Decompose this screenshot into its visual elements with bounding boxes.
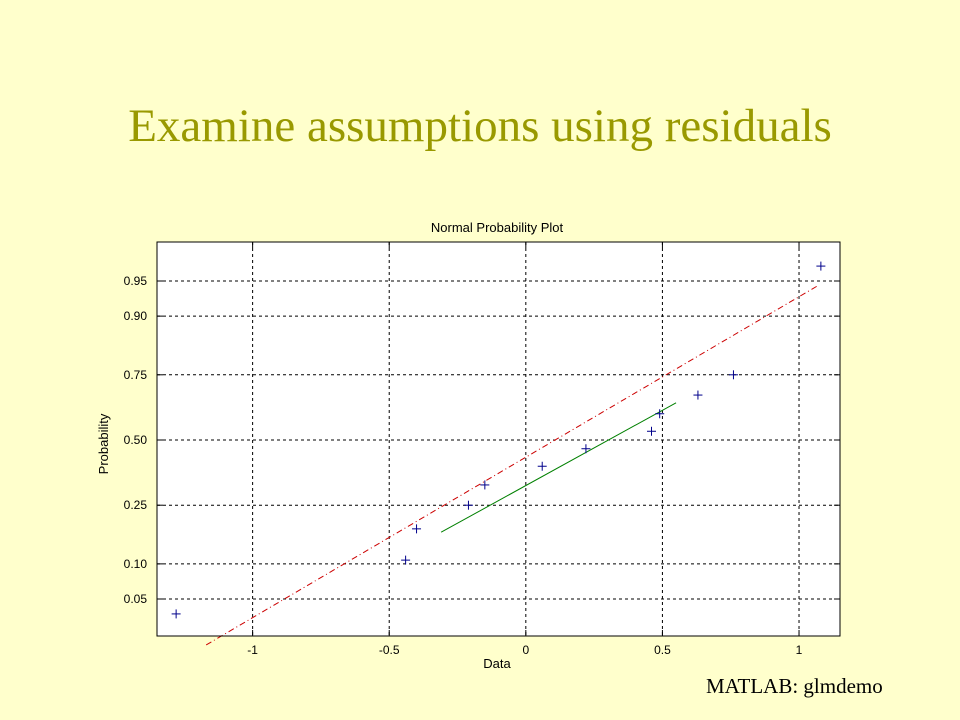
x-axis-label: Data <box>483 656 511 671</box>
tick-layer: -1 -0.5 0 0.5 1 0.05 0.10 0.25 0.50 0.75 0.90 0.95 <box>124 242 840 657</box>
plot-frame <box>156 241 841 637</box>
y-tick-label: 0.50 <box>124 433 148 447</box>
y-tick-label: 0.90 <box>124 309 148 323</box>
point-layer <box>171 261 826 619</box>
line-layer <box>205 285 819 646</box>
y-axis-label: Probability <box>96 413 111 474</box>
data-point <box>646 426 656 436</box>
data-point <box>581 444 591 454</box>
y-tick-label: 0.75 <box>124 368 148 382</box>
x-tick-label: 0 <box>522 643 529 657</box>
data-point <box>401 555 411 565</box>
reference-line <box>205 285 819 646</box>
plot-area <box>157 242 840 636</box>
data-point <box>728 370 738 380</box>
caption: MATLAB: glmdemo <box>706 674 883 698</box>
y-tick-label: 0.95 <box>124 274 148 288</box>
data-point <box>537 461 547 471</box>
x-tick-label: 1 <box>796 643 803 657</box>
y-tick-label: 0.05 <box>124 592 148 606</box>
chart-title: Normal Probability Plot <box>431 220 564 235</box>
data-point <box>463 500 473 510</box>
data-point <box>655 409 665 419</box>
data-point <box>693 390 703 400</box>
y-tick-label: 0.25 <box>124 498 148 512</box>
data-point <box>412 524 422 534</box>
center-fit-segment <box>440 402 677 533</box>
data-point <box>816 261 826 271</box>
x-tick-label: -0.5 <box>379 643 400 657</box>
data-point <box>171 609 181 619</box>
x-tick-label: 0.5 <box>654 643 671 657</box>
slide-title: Examine assumptions using residuals <box>128 100 832 152</box>
x-tick-label: -1 <box>247 643 258 657</box>
y-tick-label: 0.10 <box>124 557 148 571</box>
data-point <box>480 480 490 490</box>
